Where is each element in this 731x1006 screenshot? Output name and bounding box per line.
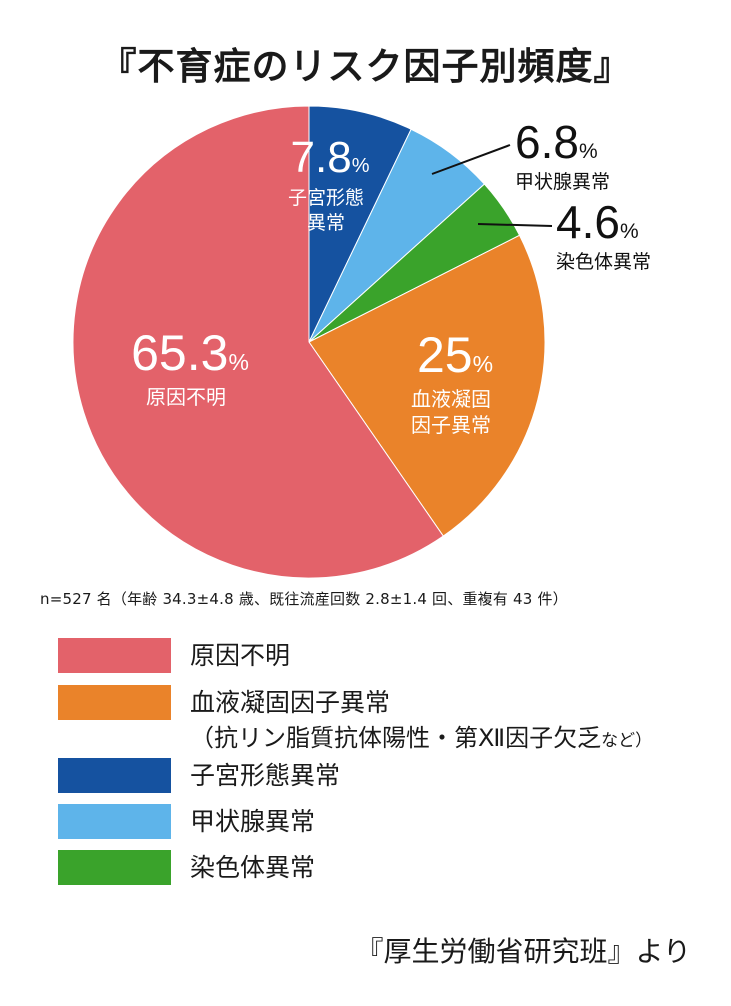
legend-sublabel: （抗リン脂質抗体陽性・第Ⅻ因子欠乏など） — [190, 724, 653, 752]
slice-value-label: 25% — [417, 327, 493, 383]
pie-slice — [308, 105, 412, 343]
sample-note: n=527 名（年齢 34.3±4.8 歳、既往流産回数 2.8±1.4 回、重… — [40, 590, 568, 608]
leader-line — [431, 144, 511, 175]
legend-label: 子宮形態異常 — [190, 761, 341, 790]
legend-swatch — [58, 758, 171, 793]
slice-value-label: 65.3% — [131, 325, 249, 381]
legend-label: 血液凝固因子異常 — [190, 688, 391, 717]
legend-swatch — [58, 804, 171, 839]
pie-slices — [72, 105, 546, 579]
slice-name-label: 子宮形態 — [288, 187, 364, 209]
slice-name-label: 異常 — [307, 212, 345, 234]
pie-chart: 7.8% 子宮形態異常 6.8% 甲状腺異常 4.6% 染色体異常 25% 血液凝固因子異常 6… — [72, 105, 651, 579]
pie-slice — [308, 234, 546, 537]
slice-name-label: 因子異常 — [411, 413, 491, 437]
legend-label: 原因不明 — [190, 641, 291, 670]
legend-swatch — [58, 685, 171, 720]
slice-value-label: 6.8% — [515, 116, 598, 168]
source-credit: 『厚生労働省研究班』より — [355, 935, 691, 968]
leader-line — [477, 223, 553, 227]
slice-name-label: 染色体異常 — [556, 251, 651, 273]
pie-slice — [72, 105, 444, 579]
chart-title: 『不育症のリスク因子別頻度』 — [99, 45, 632, 88]
slice-name-label: 血液凝固 — [411, 387, 491, 411]
legend-swatch — [58, 850, 171, 885]
leader-lines — [431, 144, 553, 227]
legend-label: 甲状腺異常 — [190, 807, 316, 836]
slice-labels: 7.8% 子宮形態異常 6.8% 甲状腺異常 4.6% 染色体異常 25% 血液凝固因子異常 6… — [131, 116, 651, 437]
legend-swatch — [58, 638, 171, 673]
slice-value-label: 4.6% — [556, 196, 639, 248]
slice-value-label: 7.8% — [291, 133, 370, 182]
slice-name-label: 甲状腺異常 — [515, 171, 610, 193]
slice-name-label: 原因不明 — [146, 385, 226, 409]
legend-label: 染色体異常 — [190, 853, 316, 882]
